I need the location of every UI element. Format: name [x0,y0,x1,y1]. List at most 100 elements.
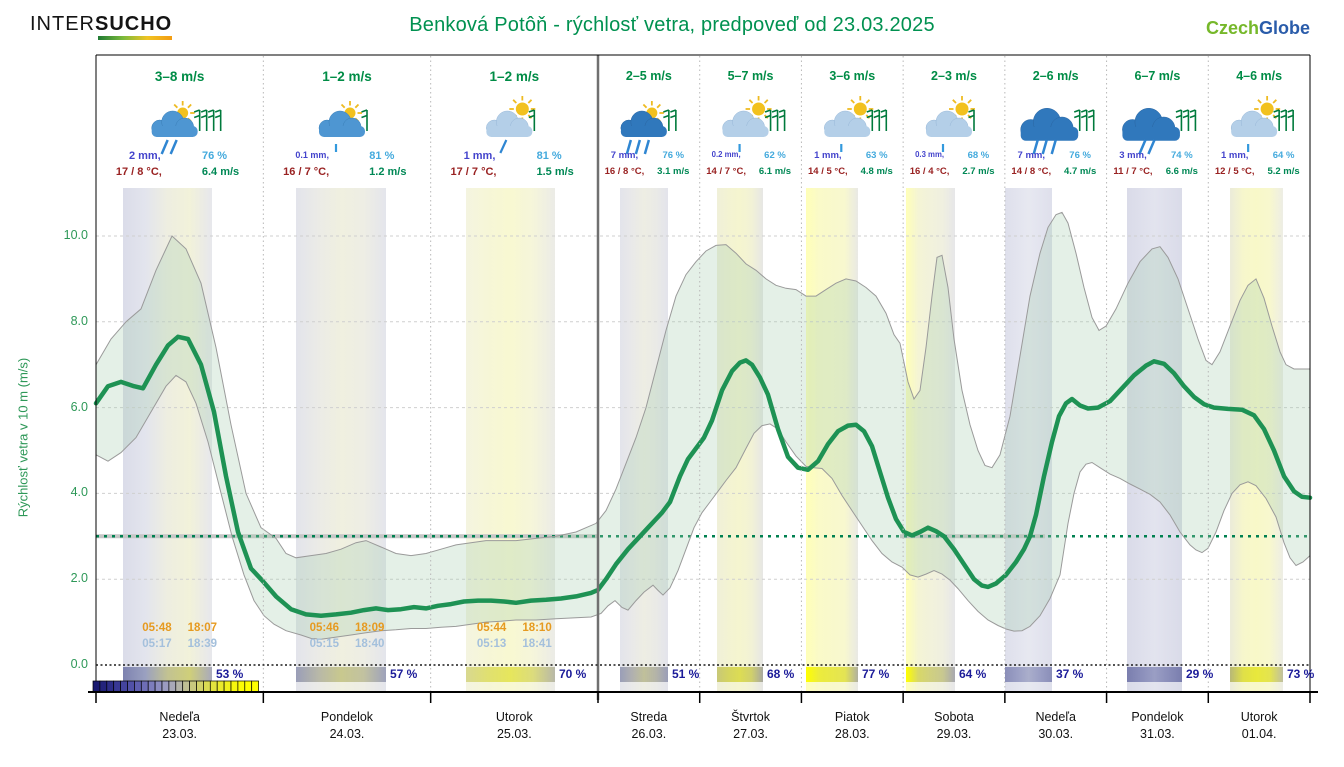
legend-strip-cell [127,680,135,693]
probability-bar [1127,667,1182,682]
sunrise-sunset-row: 05:48 18:07 [96,622,263,634]
temperature-value: 14 / 5 °C, [807,166,848,177]
day-precip-humidity-row: 0.1 mm, 81 % [277,150,416,162]
day-date-label: 30.03. [1038,727,1074,741]
twilight-end-time: 18:39 [187,638,218,650]
day-date-label: 23.03. [162,727,198,741]
legend-strip-cell [147,680,156,693]
legend-strip-cell [182,680,190,693]
day-temp-wind-row: 16 / 4 °C, 2.7 m/s [905,166,1003,177]
twilight-row: 05:15 18:40 [263,638,430,650]
humidity-value: 81 % [369,150,395,162]
humidity-value: 76 % [662,150,685,161]
probability-bar [906,667,955,682]
legend-strip-cell [92,680,101,693]
day-date-label: 26.03. [631,727,667,741]
probability-label: 29 % [1186,667,1214,681]
legend-strip-cell [230,680,239,693]
twilight-start-time: 05:15 [309,638,339,650]
day-precip-humidity-row: 3 mm, 74 % [1109,150,1207,161]
precip-value: 1 mm, [463,150,496,162]
legend-strip-cell [168,680,177,693]
probability-label: 51 % [672,667,700,681]
day-background-band [620,188,668,691]
czechglobe-logo[interactable]: CzechGlobe [1206,18,1310,39]
wind-speed-value: 4.8 m/s [860,166,893,177]
day-wind-range: 3–8 m/s [154,69,205,84]
temperature-value: 12 / 5 °C, [1214,166,1255,177]
legend-strip-cell [189,680,197,693]
logo-inter-text: INTER [30,13,95,35]
precip-value: 0.2 mm, [711,150,741,159]
weather-icon-light-sun-rain [824,96,888,152]
twilight-start-time: 05:13 [476,638,507,650]
twilight-row: 05:13 18:41 [431,638,598,650]
day-background-band [1005,188,1052,691]
day-background-band [906,188,955,691]
probability-label: 77 % [862,667,890,681]
probability-label: 57 % [390,667,418,681]
day-name-label: Nedeľa [1035,710,1076,724]
legend-strip-cell [134,680,142,693]
humidity-value: 68 % [967,150,990,161]
day-date-label: 01.04. [1241,727,1277,741]
twilight-end-time: 18:41 [522,638,552,650]
legend-strip-cell [209,680,218,693]
precip-value: 1 mm, [814,150,842,161]
day-wind-range: 5–7 m/s [727,69,774,83]
day-background-band [1127,188,1182,691]
day-name-label: Nedeľa [159,710,200,724]
temperature-value: 17 / 7 °C, [450,166,497,178]
wind-speed-value: 2.7 m/s [962,166,995,177]
day-name-label: Streda [630,710,668,724]
day-temp-wind-row: 11 / 7 °C, 6.6 m/s [1109,166,1207,177]
day-precip-humidity-row: 2 mm, 76 % [110,150,249,162]
humidity-value: 63 % [865,150,888,161]
day-name-label: Piatok [834,710,870,724]
day-date-label: 24.03. [329,727,365,741]
day-temp-wind-row: 12 / 5 °C, 5.2 m/s [1210,166,1308,177]
probability-bar [296,667,386,682]
legend-strip-cell [251,680,259,693]
intersucho-logo[interactable]: INTERSUCHO [30,13,173,40]
day-temp-wind-row: 14 / 8 °C, 4.7 m/s [1007,166,1105,177]
wind-speed-value: 5.2 m/s [1267,166,1300,177]
weather-icon-dark-sun-rain [620,101,677,155]
day-background-band [1230,188,1283,691]
probability-bar [806,667,858,682]
precip-value: 2 mm, [128,150,161,162]
legend-strip-cell [161,680,170,693]
y-tick-label: 2.0 [70,571,88,586]
day-date-label: 25.03. [496,727,532,741]
legend-strip-cell [113,680,121,693]
weather-icon-light-sun-rain [925,96,975,152]
wind-speed-value: 1.5 m/s [536,166,574,178]
wind-speed-value: 6.4 m/s [201,166,240,178]
probability-label: 53 % [216,667,244,681]
day-precip-humidity-row: 7 mm, 76 % [600,150,698,161]
wind-speed-value: 4.7 m/s [1064,166,1097,177]
humidity-value: 64 % [1272,150,1295,161]
probability-bar [466,667,555,682]
y-tick-label: 4.0 [70,485,88,500]
day-background-band [466,188,555,691]
sunset-time: 18:10 [522,622,552,634]
legend-strip-cell [175,680,184,693]
humidity-value: 74 % [1171,150,1193,161]
probability-label: 37 % [1056,667,1084,681]
probability-label: 73 % [1287,667,1315,681]
sunrise-sunset-row: 05:44 18:10 [431,622,598,634]
day-name-label: Utorok [1240,710,1278,724]
precip-value: 7 mm, [610,150,639,161]
day-temp-wind-row: 14 / 5 °C, 4.8 m/s [803,166,901,177]
day-name-label: Utorok [495,710,533,724]
day-temp-wind-row: 17 / 8 °C, 6.4 m/s [98,166,261,178]
probability-label: 64 % [959,667,987,681]
temperature-value: 16 / 4 °C, [909,166,950,177]
logo-globe-text: Globe [1258,18,1310,38]
day-name-label: Sobota [934,710,974,724]
day-wind-range: 2–5 m/s [625,69,672,83]
legend-strip-cell [120,680,128,693]
humidity-value: 76 % [1069,150,1091,161]
weather-icon-light-sun-rain [1230,96,1294,152]
